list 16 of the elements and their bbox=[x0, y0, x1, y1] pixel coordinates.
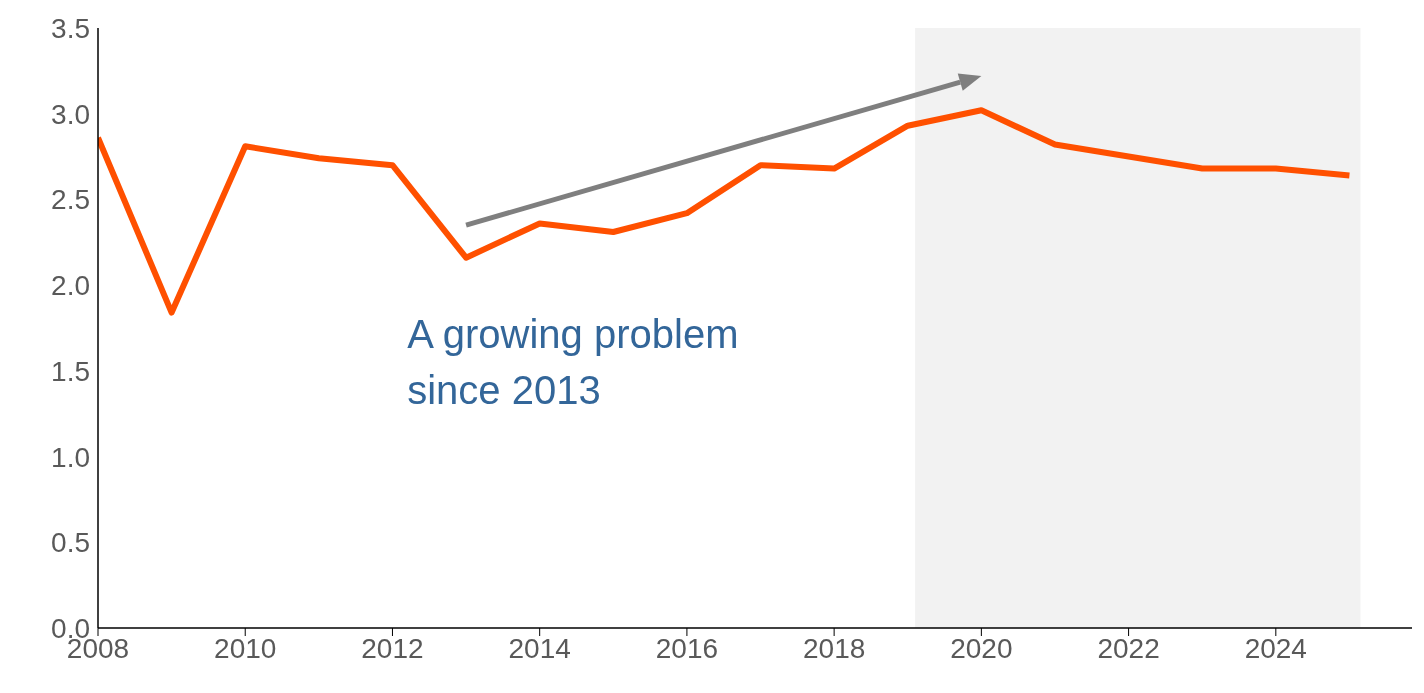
y-tick-label: 1.0 bbox=[51, 441, 90, 473]
y-tick-label: 0.5 bbox=[51, 527, 90, 559]
x-tick-label: 2012 bbox=[361, 632, 424, 664]
y-tick-label: 3.5 bbox=[51, 12, 90, 44]
y-tick-label: 2.5 bbox=[51, 184, 90, 216]
x-tick-label: 2018 bbox=[802, 632, 866, 664]
x-tick-label: 2014 bbox=[508, 632, 571, 664]
x-tick-label: 2010 bbox=[214, 632, 277, 664]
x-tick-label: 2020 bbox=[950, 632, 1013, 664]
y-tick-label: 1.5 bbox=[51, 355, 90, 387]
y-tick-label: 3.0 bbox=[51, 98, 90, 130]
annotation: A growing problem since 2013 bbox=[407, 310, 740, 414]
x-tick-label: 2024 bbox=[1244, 632, 1307, 664]
y-tick-label: 2.0 bbox=[51, 270, 90, 302]
x-tick-label: 2016 bbox=[655, 632, 719, 664]
x-tick-label: 2022 bbox=[1097, 632, 1160, 664]
